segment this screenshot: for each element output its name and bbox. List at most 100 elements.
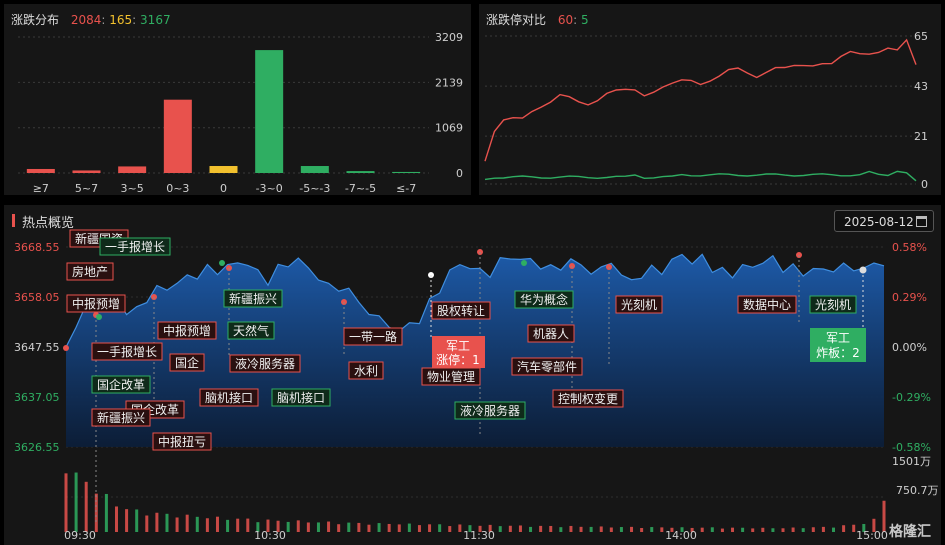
tag-box bbox=[527, 324, 575, 343]
date-picker[interactable]: 2025-08-12 bbox=[834, 210, 934, 232]
callout-red-line1: 军工 bbox=[446, 339, 470, 353]
distribution-chart: 3209 2139 1069 0 ≥7 5~7 3~5 0~3 0 -3~0 -5~-3 -7~-5 ≤… bbox=[18, 31, 463, 195]
limit-title-row: 涨跌停对比 60: 5 bbox=[486, 11, 589, 28]
tag-box bbox=[229, 354, 301, 373]
volume-label: 750.7万 bbox=[896, 484, 939, 497]
y-left-label: 3668.55 bbox=[14, 241, 60, 254]
limit-chart: 65 43 21 0 bbox=[484, 30, 928, 191]
volume-bar bbox=[589, 526, 593, 532]
tag-22[interactable]: 华为概念 bbox=[514, 290, 574, 309]
volume-bar bbox=[498, 526, 502, 532]
volume-bar bbox=[286, 521, 290, 532]
series-line bbox=[484, 38, 917, 162]
tag-box bbox=[152, 432, 212, 451]
y-left-label: 3658.05 bbox=[14, 291, 60, 304]
price-line bbox=[65, 253, 885, 348]
tag-box bbox=[454, 401, 526, 420]
tag-25[interactable]: 控制权变更 bbox=[552, 389, 624, 408]
tag-13[interactable]: 天然气 bbox=[227, 321, 275, 340]
tag-24[interactable]: 汽车零部件 bbox=[511, 357, 583, 376]
bar bbox=[392, 171, 421, 173]
volume-bar bbox=[690, 527, 694, 532]
tag-box bbox=[514, 290, 574, 309]
date-value: 2025-08-12 bbox=[844, 215, 914, 229]
tag-6[interactable]: 一手报增长 bbox=[91, 342, 163, 361]
hotspot-chart: 3668.55 0.58% 3658.05 0.29% 3647.55 0.00% 3637… bbox=[14, 229, 939, 542]
limit-down-count: 5 bbox=[581, 13, 589, 27]
tag-12[interactable]: 新疆振兴 bbox=[223, 289, 283, 308]
tag-11[interactable]: 国企 bbox=[169, 353, 205, 372]
y-right-label: 0.58% bbox=[892, 241, 927, 254]
tag-9[interactable]: 新疆振兴 bbox=[91, 408, 151, 427]
tag-box bbox=[157, 321, 217, 340]
tag-label: 国企改革 bbox=[97, 377, 145, 392]
tag-label: 脑机接口 bbox=[205, 390, 253, 405]
tag-10[interactable]: 中报扭亏 bbox=[152, 432, 212, 451]
y-tick-label: 2139 bbox=[435, 76, 463, 89]
hotspot-title: 热点概览 bbox=[22, 216, 75, 231]
tag-3[interactable]: 房地产 bbox=[66, 262, 114, 281]
callout-red bbox=[432, 336, 485, 368]
tag-23[interactable]: 机器人 bbox=[527, 324, 575, 343]
tag-15[interactable]: 脑机接口 bbox=[199, 388, 259, 407]
volume-bar bbox=[508, 525, 512, 532]
tag-label: 中报预增 bbox=[163, 323, 211, 338]
tag-label: 机器人 bbox=[533, 327, 569, 341]
tag-label: 中报扭亏 bbox=[158, 434, 206, 449]
bar bbox=[72, 170, 101, 173]
y-tick-label: 43 bbox=[914, 80, 928, 93]
tag-label: 控制权变更 bbox=[558, 391, 618, 406]
tag-26[interactable]: 光刻机 bbox=[615, 295, 663, 314]
tag-14[interactable]: 液冷服务器 bbox=[229, 354, 301, 373]
tag-4[interactable]: 中报预增 bbox=[66, 294, 126, 313]
x-tick-label: ≤-7 bbox=[396, 182, 416, 195]
volume-bar bbox=[215, 516, 219, 532]
tag-18[interactable]: 水利 bbox=[348, 361, 384, 380]
volume-bar bbox=[720, 528, 724, 532]
tag-20[interactable]: 物业管理 bbox=[421, 367, 481, 386]
tag-17[interactable]: 一带一路 bbox=[343, 327, 403, 346]
volume-bar bbox=[327, 521, 331, 532]
tag-label: 脑机接口 bbox=[277, 390, 325, 405]
volume-bar bbox=[630, 526, 634, 532]
volume-bar bbox=[872, 518, 876, 532]
tag-label: 中报预增 bbox=[72, 296, 120, 311]
volume-bar bbox=[357, 522, 361, 532]
tag-27[interactable]: 数据中心 bbox=[737, 295, 797, 314]
distribution-title: 涨跌分布 bbox=[11, 13, 60, 27]
volume-bar bbox=[155, 512, 159, 532]
tag-box bbox=[223, 289, 283, 308]
y-tick-label: 21 bbox=[914, 130, 928, 143]
tag-2[interactable]: 一手报增长 bbox=[99, 237, 171, 256]
x-tick-label: ≥7 bbox=[33, 182, 49, 195]
volume-bar bbox=[731, 527, 735, 532]
tag-label: 一手报增长 bbox=[97, 344, 157, 359]
volume-bar bbox=[135, 509, 139, 532]
tag-19[interactable]: 股权转让 bbox=[431, 301, 491, 320]
tag-label: 股权转让 bbox=[437, 303, 485, 318]
tag-21[interactable]: 液冷服务器 bbox=[454, 401, 526, 420]
calendar-icon[interactable] bbox=[916, 216, 927, 227]
tag-box bbox=[91, 375, 151, 394]
tag-5[interactable]: 中报预增 bbox=[157, 321, 217, 340]
callout-green bbox=[810, 328, 866, 362]
volume-bar bbox=[256, 522, 260, 532]
volume-bar bbox=[670, 527, 674, 532]
volume-bar bbox=[609, 527, 613, 532]
volume-bar bbox=[569, 525, 573, 532]
volume-bar bbox=[407, 523, 411, 532]
x-tick-label: -7~-5 bbox=[345, 182, 376, 195]
tag-box bbox=[343, 327, 403, 346]
tag-7[interactable]: 国企改革 bbox=[91, 375, 151, 394]
tag-label: 新疆振兴 bbox=[97, 410, 145, 425]
tag-label: 天然气 bbox=[233, 323, 269, 338]
tag-label: 数据中心 bbox=[743, 297, 791, 312]
y-right-label: -0.58% bbox=[892, 441, 931, 454]
flat-count: 165 bbox=[109, 13, 133, 27]
tag-label: 汽车零部件 bbox=[517, 359, 577, 374]
tag-28[interactable]: 光刻机 bbox=[809, 295, 857, 314]
volume-bar bbox=[710, 527, 714, 532]
tag-16[interactable]: 脑机接口 bbox=[271, 388, 331, 407]
limit-up-count: 60 bbox=[557, 13, 574, 27]
x-tick-label: 5~7 bbox=[75, 182, 98, 195]
